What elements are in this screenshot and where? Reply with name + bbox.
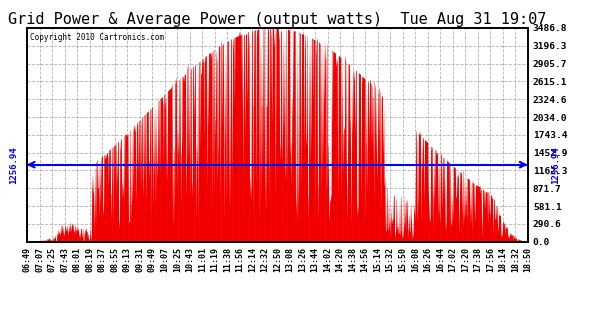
Text: Copyright 2010 Cartronics.com: Copyright 2010 Cartronics.com (29, 33, 164, 42)
Text: 1256.94: 1256.94 (551, 146, 560, 184)
Text: 1256.94: 1256.94 (9, 146, 18, 184)
Title: Grid Power & Average Power (output watts)  Tue Aug 31 19:07: Grid Power & Average Power (output watts… (8, 12, 547, 27)
